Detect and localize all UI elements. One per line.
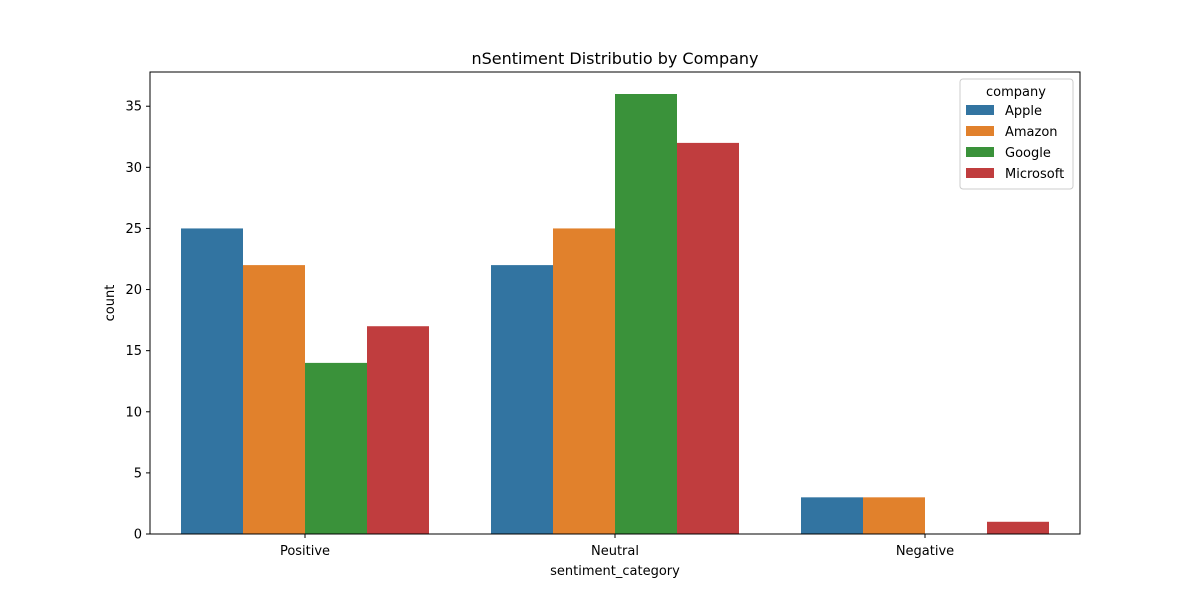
ticks-layer: 0 5 10 15 20 25 30 35 Positive Neutral Negative — [125, 100, 954, 559]
legend-label-google: Google — [1005, 146, 1051, 161]
legend: company Apple Amazon Google Microsoft — [959, 78, 1074, 190]
x-tick-label-positive: Positive — [280, 544, 330, 559]
chart-title: nSentiment Distributio by Company — [471, 49, 758, 68]
y-tick-label: 20 — [125, 283, 142, 298]
legend-swatch-google — [966, 147, 994, 157]
bar-amazon-positive — [243, 265, 305, 534]
bars-layer — [181, 94, 1049, 534]
legend-swatch-amazon — [966, 126, 994, 136]
legend-label-microsoft: Microsoft — [1005, 167, 1064, 182]
x-tick-label-negative: Negative — [896, 544, 954, 559]
x-axis-label: sentiment_category — [550, 564, 680, 579]
y-tick-label: 25 — [125, 222, 142, 237]
legend-title: company — [986, 85, 1046, 100]
bar-apple-negative — [801, 497, 863, 534]
y-tick-label: 10 — [125, 405, 142, 420]
y-tick-label: 30 — [125, 161, 142, 176]
y-tick-label: 0 — [134, 528, 142, 543]
y-tick-label: 15 — [125, 344, 142, 359]
x-tick-label-neutral: Neutral — [591, 544, 639, 559]
legend-swatch-apple — [966, 105, 994, 115]
bar-amazon-negative — [863, 497, 925, 534]
legend-items: Apple Amazon Google Microsoft — [966, 104, 1064, 182]
bar-microsoft-negative — [987, 521, 1049, 534]
bar-microsoft-positive — [367, 326, 429, 534]
y-tick-label: 5 — [134, 466, 142, 481]
bar-apple-positive — [181, 228, 243, 534]
bar-apple-neutral — [491, 265, 553, 534]
legend-swatch-microsoft — [966, 168, 994, 178]
bar-google-neutral — [615, 94, 677, 534]
legend-label-apple: Apple — [1005, 104, 1042, 119]
y-tick-label: 35 — [125, 100, 142, 115]
bar-amazon-neutral — [553, 228, 615, 534]
bar-google-positive — [305, 362, 367, 534]
bar-microsoft-neutral — [677, 142, 739, 534]
y-axis-label: count — [103, 285, 118, 322]
legend-label-amazon: Amazon — [1005, 125, 1058, 140]
